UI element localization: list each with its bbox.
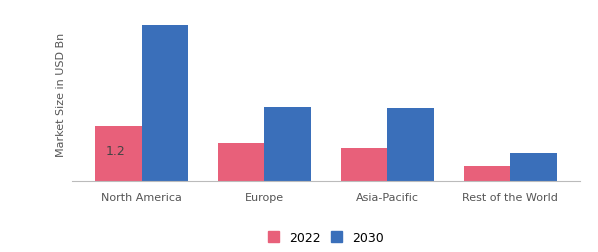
Bar bbox=[264, 107, 311, 181]
Bar bbox=[341, 148, 388, 181]
Bar bbox=[142, 26, 188, 181]
Text: 1.2: 1.2 bbox=[106, 145, 126, 158]
Legend: 2022, 2030: 2022, 2030 bbox=[263, 226, 389, 249]
Bar bbox=[510, 153, 557, 181]
Bar bbox=[463, 167, 510, 181]
Bar bbox=[388, 108, 434, 181]
Y-axis label: Market Size in USD Bn: Market Size in USD Bn bbox=[56, 33, 66, 156]
Bar bbox=[218, 144, 264, 181]
Bar bbox=[95, 127, 142, 181]
